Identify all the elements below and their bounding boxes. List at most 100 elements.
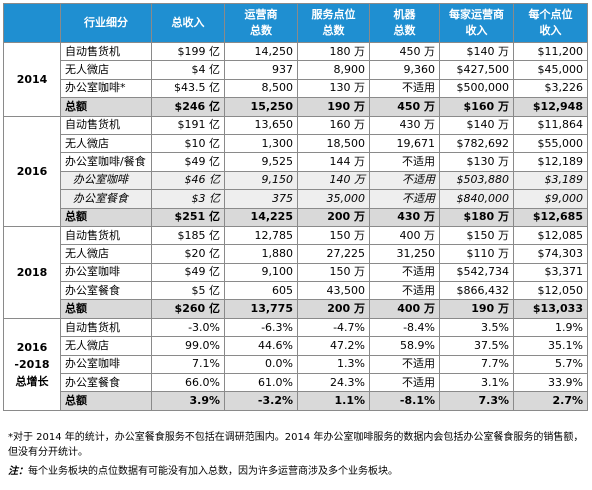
value-cell: 47.2% <box>297 336 370 356</box>
value-cell: 19,671 <box>369 133 440 154</box>
value-cell: $55,000 <box>513 133 588 154</box>
value-cell: 13,650 <box>224 115 298 135</box>
value-cell: 7.7% <box>439 354 514 375</box>
segment-cell: 自动售货机 <box>60 115 152 135</box>
value-cell: 27,225 <box>297 244 370 264</box>
value-cell: -4.7% <box>297 317 370 338</box>
value-cell: 7.1% <box>151 354 225 375</box>
value-cell: 14,250 <box>224 41 298 62</box>
year-label: 2016 <box>3 115 61 227</box>
value-cell: $199 亿 <box>151 41 225 62</box>
total-row: 总额 $251 亿 14,225 200 万 430 万 $180 万 $12,685 <box>4 207 588 227</box>
value-cell: $45,000 <box>513 60 588 80</box>
segment-cell: 办公室咖啡/餐食 <box>60 152 152 172</box>
header-cell: 机器 总数 <box>369 3 440 43</box>
value-cell: 180 万 <box>297 41 370 62</box>
value-cell: 44.6% <box>224 336 298 356</box>
value-cell: 31,250 <box>369 244 440 264</box>
value-cell: 61.0% <box>224 373 298 393</box>
value-cell: 400 万 <box>369 225 440 246</box>
table-row: 无人微店 99.0% 44.6% 47.2% 58.9% 37.5% 35.1% <box>4 336 588 356</box>
value-cell: 24.3% <box>297 373 370 393</box>
value-cell: $3,371 <box>513 262 588 283</box>
header-row: 行业细分 总收入 运营商 总数 服务点位 总数 机器 总数 每家运营商 收入 每个点位 收入 <box>3 3 588 43</box>
year-label: 2014 <box>3 42 61 117</box>
value-cell: 99.0% <box>151 336 225 356</box>
table-row: 2014 自动售货机 $199 亿 14,250 180 万 450 万 $140 万 $11… <box>3 41 588 117</box>
value-cell: 150 万 <box>297 225 370 246</box>
value-cell: 不适用 <box>369 152 440 172</box>
value-cell: 140 万 <box>297 170 370 191</box>
value-cell: $840,000 <box>439 189 514 209</box>
value-cell: $3 亿 <box>151 189 225 209</box>
value-cell: $43.5 亿 <box>151 78 225 99</box>
value-cell: $542,734 <box>439 262 514 283</box>
value-cell: $180 万 <box>439 207 514 227</box>
table-row: 办公室咖啡/餐食 $49 亿 9,525 144 万不适用 $130 万 $12,189 <box>4 152 588 172</box>
value-cell: $251 亿 <box>151 207 225 227</box>
value-cell: 130 万 <box>297 78 370 99</box>
value-cell: 66.0% <box>151 373 225 393</box>
value-cell: $3,189 <box>513 170 588 191</box>
footnote-note: 注：每个业务板块的点位数据有可能没有加入总数，因为许多运营商涉及多个业务板块。 <box>8 464 588 479</box>
value-cell: 1,880 <box>224 244 298 264</box>
value-cell: 1.3% <box>297 354 370 375</box>
value-cell: 13,775 <box>224 299 298 319</box>
table-row: 2016 自动售货机 $191 亿 13,650 160 万 430 万 $140 万 $11… <box>3 115 588 227</box>
footnote-note-text: 每个业务板块的点位数据有可能没有加入总数，因为许多运营商涉及多个业务板块。 <box>28 466 398 477</box>
value-cell: 937 <box>224 60 298 80</box>
year-label: 2018 <box>3 225 61 319</box>
value-cell: 不适用 <box>369 170 440 191</box>
table-row: 无人微店 $10 亿 1,300 18,500 19,671 $782,692 $55,00… <box>4 133 588 154</box>
value-cell: $246 亿 <box>151 97 225 117</box>
segment-cell: 无人微店 <box>60 336 152 356</box>
header-cell: 每家运营商 收入 <box>439 3 514 43</box>
value-cell: $503,880 <box>439 170 514 191</box>
value-cell: 9,360 <box>369 60 440 80</box>
value-cell: 430 万 <box>369 207 440 227</box>
header-cell: 每个点位 收入 <box>513 3 588 43</box>
value-cell: $4 亿 <box>151 60 225 80</box>
sub-row: 办公室餐食 $3 亿 375 35,000 不适用 $840,000 $9,000 <box>4 189 588 209</box>
value-cell: $46 亿 <box>151 170 225 191</box>
value-cell: 430 万 <box>369 115 440 135</box>
value-cell: $866,432 <box>439 281 514 301</box>
value-cell: 35,000 <box>297 189 370 209</box>
value-cell: $150 万 <box>439 225 514 246</box>
table-row: 办公室餐食 66.0% 61.0% 24.3% 不适用 3.1% 33.9% <box>4 373 588 393</box>
vending-market-table: 行业细分 总收入 运营商 总数 服务点位 总数 机器 总数 每家运营商 收入 每个点位 收入 2014… <box>3 3 588 411</box>
value-cell: $13,033 <box>513 299 588 319</box>
table-row: 2016 -2018 总增长 自动售货机 -3.0% -6.3% -4.7% -8.4% 3.5… <box>3 317 588 411</box>
value-cell: 33.9% <box>513 373 588 393</box>
value-cell: 160 万 <box>297 115 370 135</box>
value-cell: 5.7% <box>513 354 588 375</box>
value-cell: 不适用 <box>369 262 440 283</box>
table-row: 办公室餐食 $5 亿 605 43,500 不适用 $866,432 $12,050 <box>4 281 588 301</box>
value-cell: 37.5% <box>439 336 514 356</box>
value-cell: $191 亿 <box>151 115 225 135</box>
segment-cell: 总额 <box>60 97 152 117</box>
segment-cell: 无人微店 <box>60 133 152 154</box>
value-cell: $427,500 <box>439 60 514 80</box>
value-cell: $140 万 <box>439 115 514 135</box>
value-cell: $11,200 <box>513 41 588 62</box>
header-cell: 行业细分 <box>60 3 152 43</box>
value-cell: 3.5% <box>439 317 514 338</box>
value-cell: 190 万 <box>439 299 514 319</box>
value-cell: 9,100 <box>224 262 298 283</box>
value-cell: 不适用 <box>369 78 440 99</box>
value-cell: $140 万 <box>439 41 514 62</box>
value-cell: 1,300 <box>224 133 298 154</box>
segment-cell: 自动售货机 <box>60 317 152 338</box>
value-cell: 8,500 <box>224 78 298 99</box>
value-cell: $10 亿 <box>151 133 225 154</box>
value-cell: 190 万 <box>297 97 370 117</box>
segment-cell: 自动售货机 <box>60 225 152 246</box>
header-cell: 运营商 总数 <box>224 3 298 43</box>
value-cell: 144 万 <box>297 152 370 172</box>
value-cell: 450 万 <box>369 41 440 62</box>
value-cell: 14,225 <box>224 207 298 227</box>
value-cell: $260 亿 <box>151 299 225 319</box>
value-cell: 3.1% <box>439 373 514 393</box>
value-cell: 58.9% <box>369 336 440 356</box>
